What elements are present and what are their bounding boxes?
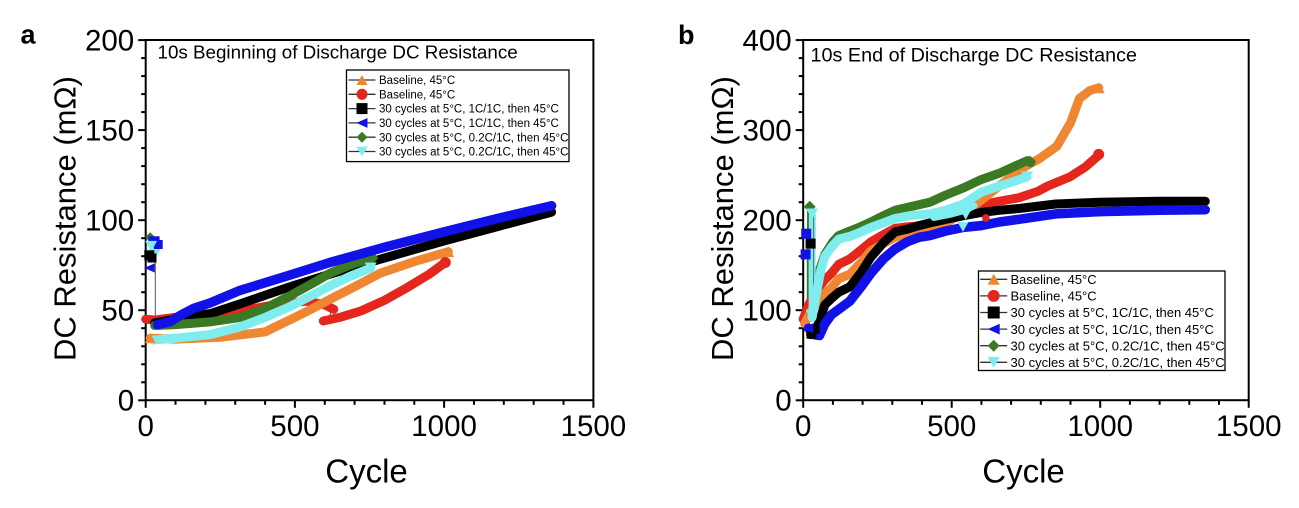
svg-text:400: 400 — [742, 25, 791, 58]
svg-text:100: 100 — [85, 205, 134, 238]
svg-text:30 cycles at 5°C, 0.2C/1C, the: 30 cycles at 5°C, 0.2C/1C, then 45°C — [1011, 355, 1225, 370]
svg-text:Baseline, 45°C: Baseline, 45°C — [1011, 289, 1097, 304]
svg-text:150: 150 — [85, 115, 134, 148]
svg-text:Cycle: Cycle — [325, 452, 408, 489]
svg-text:0: 0 — [137, 410, 153, 443]
svg-text:DC Resistance (mΩ): DC Resistance (mΩ) — [48, 76, 83, 361]
svg-text:0: 0 — [775, 385, 791, 418]
svg-text:Baseline, 45°C: Baseline, 45°C — [1011, 272, 1097, 287]
svg-text:50: 50 — [101, 295, 134, 328]
svg-text:500: 500 — [270, 410, 319, 443]
svg-text:1000: 1000 — [1067, 410, 1133, 443]
svg-text:500: 500 — [927, 410, 976, 443]
svg-text:10s Beginning of Discharge DC: 10s Beginning of Discharge DC Resistance — [158, 42, 518, 63]
svg-text:10s End of Discharge DC Resist: 10s End of Discharge DC Resistance — [811, 44, 1138, 66]
svg-text:200: 200 — [85, 25, 134, 58]
svg-text:30 cycles at 5°C, 0.2C/1C, the: 30 cycles at 5°C, 0.2C/1C, then 45°C — [379, 147, 568, 159]
svg-text:1500: 1500 — [561, 410, 627, 443]
svg-text:30 cycles at 5°C, 1C/1C, then: 30 cycles at 5°C, 1C/1C, then 45°C — [379, 104, 559, 116]
svg-text:a: a — [21, 20, 37, 50]
svg-text:Baseline, 45°C: Baseline, 45°C — [379, 75, 455, 87]
svg-text:100: 100 — [742, 295, 791, 328]
svg-text:30 cycles at 5°C, 0.2C/1C, the: 30 cycles at 5°C, 0.2C/1C, then 45°C — [1011, 338, 1225, 353]
svg-text:1500: 1500 — [1216, 410, 1282, 443]
svg-text:Baseline, 45°C: Baseline, 45°C — [379, 89, 455, 101]
svg-text:200: 200 — [742, 205, 791, 238]
svg-text:1000: 1000 — [411, 410, 477, 443]
svg-text:0: 0 — [795, 410, 811, 443]
svg-text:b: b — [678, 20, 695, 50]
svg-text:300: 300 — [742, 115, 791, 148]
svg-text:30 cycles at 5°C, 1C/1C, then: 30 cycles at 5°C, 1C/1C, then 45°C — [1011, 305, 1214, 320]
svg-text:30 cycles at 5°C, 1C/1C, then: 30 cycles at 5°C, 1C/1C, then 45°C — [379, 118, 559, 130]
svg-text:DC Resistance (mΩ): DC Resistance (mΩ) — [705, 76, 740, 361]
svg-text:30 cycles at 5°C, 0.2C/1C, the: 30 cycles at 5°C, 0.2C/1C, then 45°C — [379, 132, 568, 144]
svg-text:Cycle: Cycle — [982, 452, 1065, 489]
svg-text:0: 0 — [118, 385, 134, 418]
svg-text:30 cycles at 5°C, 1C/1C, then: 30 cycles at 5°C, 1C/1C, then 45°C — [1011, 322, 1214, 337]
